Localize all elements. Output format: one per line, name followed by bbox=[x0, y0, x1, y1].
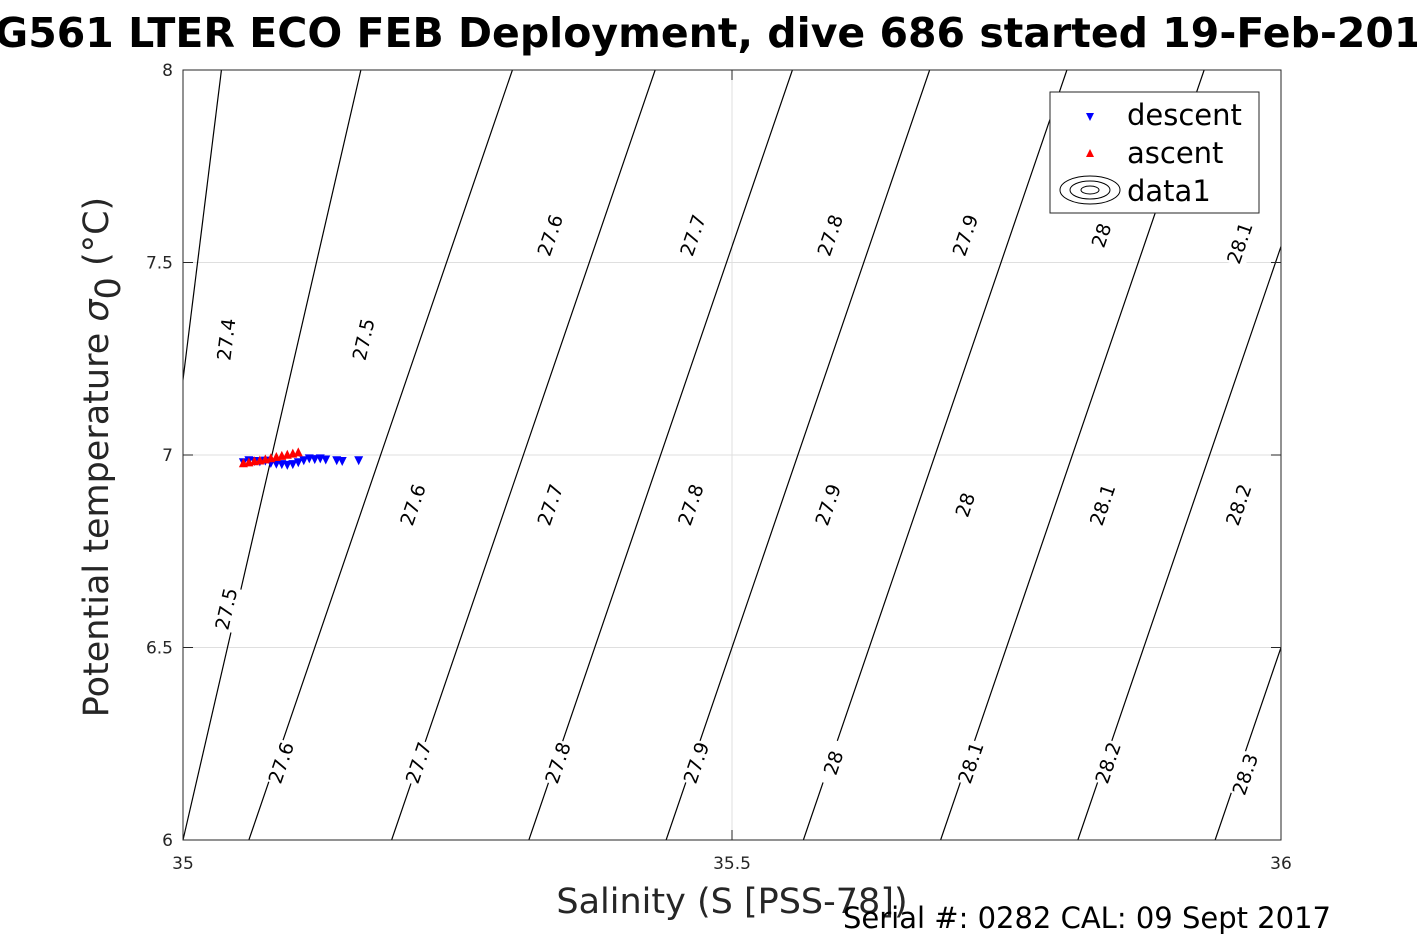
contour-label-bg bbox=[540, 738, 577, 788]
x-tick-label: 35 bbox=[172, 854, 194, 874]
x-tick-label: 35.5 bbox=[713, 854, 751, 874]
contour-label-bg bbox=[212, 316, 242, 363]
contour-line bbox=[248, 70, 513, 840]
contour-label-bg bbox=[810, 480, 848, 530]
x-tick-label: 36 bbox=[1270, 854, 1292, 874]
y-tick-label: 8 bbox=[162, 61, 173, 81]
contour-label-bg bbox=[395, 480, 433, 530]
x-axis-label: Salinity (S [PSS-78]) bbox=[556, 882, 907, 922]
contour-label-bg bbox=[532, 480, 570, 530]
contour-label-bg bbox=[400, 738, 438, 788]
contour-line bbox=[1077, 244, 1281, 840]
descent-point bbox=[299, 456, 309, 466]
y-axis-label-sub: 0 bbox=[89, 277, 129, 299]
contour-label: 27.4 bbox=[213, 317, 240, 362]
contour-label-bg bbox=[1227, 749, 1265, 800]
legend-descent-label: descent bbox=[1127, 98, 1242, 132]
descent-point bbox=[321, 455, 331, 465]
contour-label-bg bbox=[672, 480, 710, 530]
y-axis-label: Potential temperature σ0 (°C) bbox=[77, 197, 129, 717]
chart-title: SG561 LTER ECO FEB Deployment, dive 686 … bbox=[0, 9, 1417, 57]
contour-line bbox=[528, 70, 793, 840]
legend-descent-marker bbox=[1086, 113, 1094, 121]
contour-label-bg bbox=[347, 315, 381, 364]
contour-label-bg bbox=[952, 738, 990, 788]
y-axis-label-symbol: σ bbox=[77, 298, 117, 322]
contour-label-bg bbox=[947, 480, 985, 530]
legend-ascent-marker bbox=[1086, 149, 1094, 157]
contour-label-bg bbox=[532, 210, 570, 261]
contour-label-bg bbox=[1221, 218, 1259, 268]
contour-line bbox=[183, 70, 223, 385]
legend-ascent-label: ascent bbox=[1127, 136, 1223, 170]
ascent-point bbox=[293, 447, 303, 457]
descent-point bbox=[288, 460, 298, 470]
data-points bbox=[238, 447, 364, 470]
legend-contour-icon bbox=[1059, 175, 1121, 205]
descent-point bbox=[337, 457, 347, 467]
contour-label-bg bbox=[675, 210, 713, 261]
descent-point bbox=[354, 456, 364, 466]
contour-label-bg bbox=[678, 738, 716, 788]
contour-label-bg bbox=[815, 738, 853, 788]
contour-label-bg bbox=[812, 210, 850, 261]
y-axis-label-main: Potential temperature bbox=[77, 322, 117, 718]
contour-label-bg bbox=[210, 584, 244, 634]
descent-point bbox=[310, 455, 320, 465]
contour-label-bg bbox=[263, 738, 301, 788]
legend: descent ascent data1 bbox=[1049, 91, 1260, 214]
legend-contour-label: data1 bbox=[1127, 174, 1211, 208]
serial-cal-note: Serial #: 0282 CAL: 09 Sept 2017 bbox=[843, 901, 1331, 935]
descent-point bbox=[293, 458, 303, 468]
contour-line bbox=[183, 70, 362, 840]
y-axis-label-unit: (°C) bbox=[77, 197, 117, 277]
contour-line bbox=[665, 70, 931, 840]
y-tick-label: 6 bbox=[162, 831, 173, 851]
descent-point bbox=[282, 460, 292, 470]
axis-ticks: 35 35.5 36 6 6.5 7 7.5 8 bbox=[146, 61, 1292, 874]
contour-label-bg bbox=[947, 210, 985, 261]
contour-line bbox=[802, 70, 1068, 840]
contour-label-bg bbox=[1090, 738, 1128, 788]
contour-line bbox=[391, 70, 656, 840]
contour-label-bg bbox=[1220, 480, 1258, 530]
contour-label-bg bbox=[1083, 210, 1121, 261]
y-tick-label: 6.5 bbox=[146, 639, 173, 659]
contour-line bbox=[1214, 645, 1281, 840]
y-tick-label: 7 bbox=[162, 446, 173, 466]
contour-label-bg bbox=[1084, 480, 1122, 530]
y-tick-label: 7.5 bbox=[146, 254, 173, 274]
